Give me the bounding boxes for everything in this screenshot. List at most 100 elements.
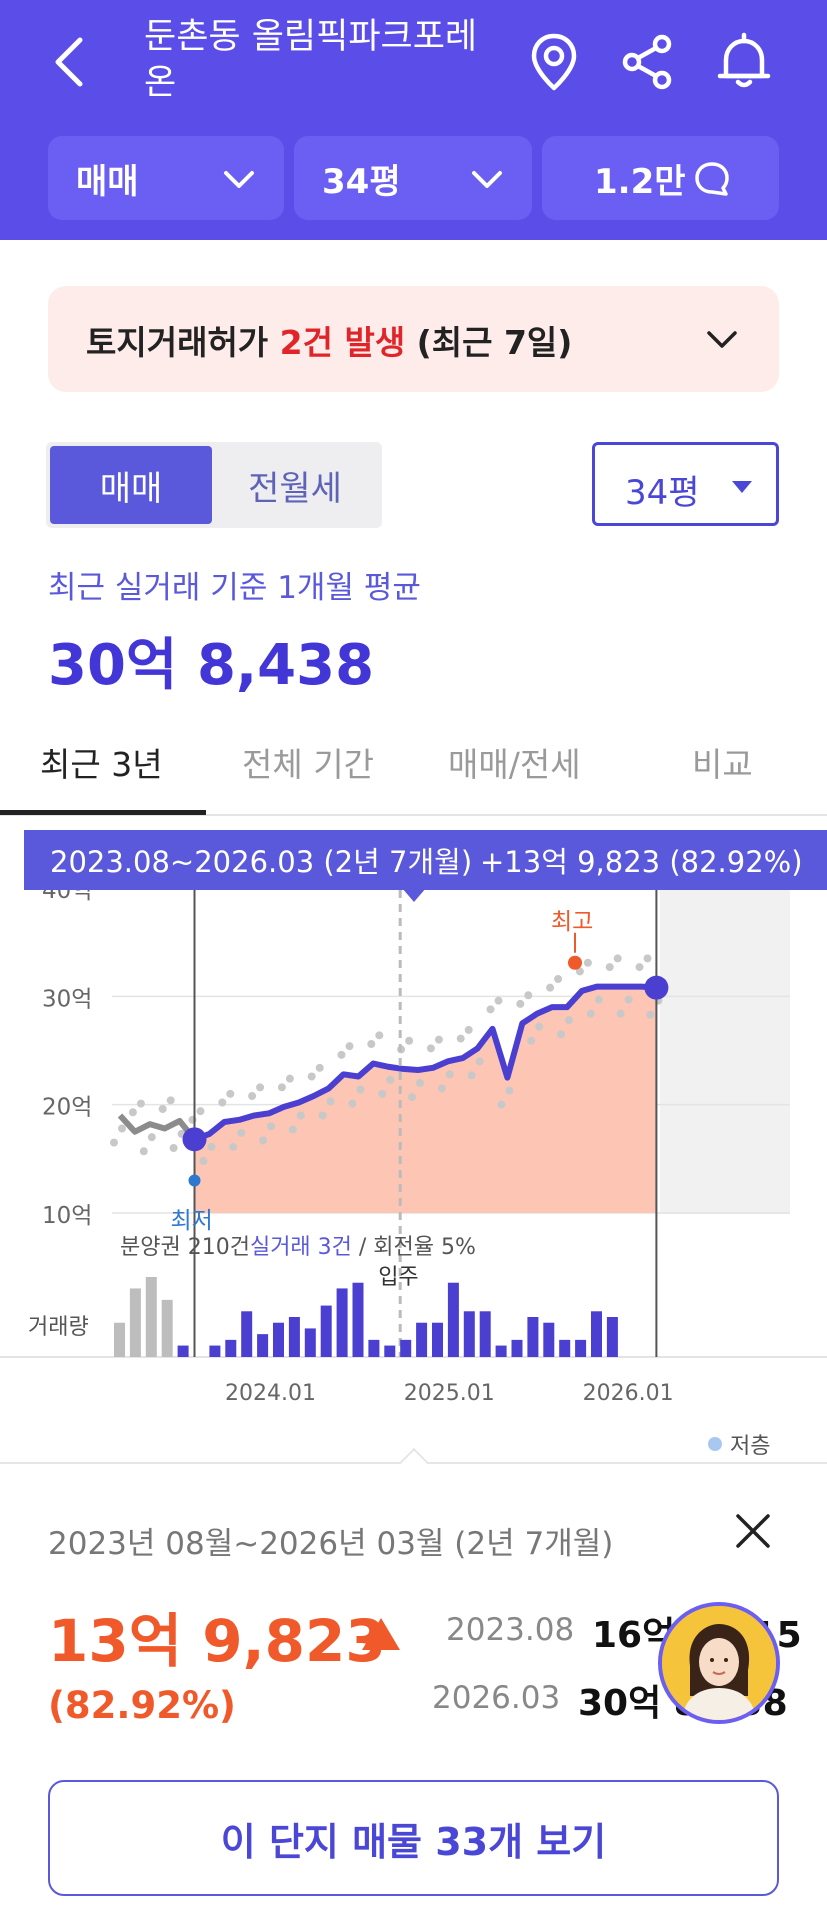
chart-legend: 저층	[708, 1428, 770, 1460]
tab-all-period[interactable]: 전체 기간	[242, 745, 374, 784]
volume-bar	[559, 1339, 571, 1357]
segment-sale[interactable]: 매매	[50, 446, 212, 524]
size-select-label: 34평	[625, 473, 700, 513]
tab-recent-3y[interactable]: 최근 3년	[40, 745, 163, 784]
trade-dot	[136, 1099, 145, 1108]
trade-dot	[348, 1099, 357, 1108]
bell-icon[interactable]	[712, 30, 776, 94]
low-label: 최저	[171, 1208, 213, 1234]
range-period: 2023.08~2026.03 (2년 7개월)	[50, 845, 473, 879]
trade-dot	[296, 1111, 305, 1120]
trade-dot	[218, 1098, 227, 1107]
app-header: 둔촌동 올림픽파크포레온 매매 34평 1.2만	[0, 0, 827, 240]
trade-dot	[199, 1157, 208, 1165]
change-area	[194, 986, 657, 1213]
assistant-avatar[interactable]	[658, 1602, 780, 1724]
legend-low-floor: 저층	[730, 1434, 771, 1459]
view-listings-button[interactable]: 이 단지 매물 33개 보기	[48, 1780, 779, 1896]
volume-bar	[352, 1282, 364, 1357]
trade-dot	[378, 1089, 387, 1098]
trade-dot	[128, 1108, 137, 1117]
trade-dot	[426, 1044, 435, 1053]
trade-dot	[594, 995, 603, 1004]
size-select[interactable]: 34평	[592, 442, 779, 526]
segment-rent[interactable]: 전월세	[248, 468, 342, 509]
volume-bar	[241, 1311, 253, 1357]
trade-dot	[229, 1142, 238, 1151]
trade-dot	[464, 1025, 473, 1034]
trade-dot	[516, 999, 525, 1008]
size-label: 34평	[322, 161, 401, 202]
price-line-range	[191, 983, 660, 1143]
comments-button[interactable]: 1.2만	[542, 136, 779, 220]
volume-bar	[432, 1322, 443, 1357]
trade-dot	[557, 1030, 565, 1039]
average-label: 최근 실거래 기준 1개월 평균	[48, 570, 421, 606]
low-floor-dot-icon	[708, 1437, 722, 1451]
panel-pointer	[399, 1447, 429, 1477]
trade-dot	[277, 1083, 286, 1092]
size-dropdown[interactable]: 34평	[294, 136, 532, 220]
volume-bar	[257, 1334, 269, 1357]
trade-dot	[386, 1075, 395, 1084]
volume-bar	[161, 1299, 173, 1357]
land-permit-alert[interactable]: 토지거래허가 2건 발생 (최근 7일)	[48, 286, 779, 392]
volume-bar	[209, 1345, 221, 1357]
volume-bar	[527, 1317, 539, 1357]
volume-bar	[273, 1322, 284, 1357]
trade-dot	[196, 1107, 205, 1116]
trade-dot	[456, 1034, 465, 1043]
volume-bar	[177, 1345, 189, 1357]
average-value: 30억 8,438	[48, 633, 375, 698]
trade-dot	[307, 1072, 316, 1081]
chevron-down-icon	[224, 171, 254, 188]
close-icon[interactable]	[728, 1506, 778, 1556]
trade-dot	[583, 958, 592, 967]
trade-dot	[434, 1035, 443, 1044]
trade-dot	[315, 1063, 324, 1072]
volume-bar	[447, 1282, 459, 1357]
banner-pointer	[402, 888, 426, 902]
trade-dot	[110, 1138, 118, 1147]
volume-bar	[575, 1339, 587, 1357]
trade-dot	[408, 1093, 416, 1102]
back-arrow-icon[interactable]	[44, 32, 104, 92]
location-pin-icon[interactable]	[522, 30, 586, 94]
trade-dot	[554, 975, 563, 983]
trade-dot	[575, 967, 584, 976]
trade-dot	[505, 1086, 514, 1095]
trade-type-dropdown[interactable]: 매매	[48, 136, 284, 220]
range-end-marker	[644, 975, 669, 1000]
trade-dot	[326, 1097, 335, 1106]
volume-bar	[336, 1288, 348, 1357]
tab-sale-jeonse[interactable]: 매매/전세	[448, 745, 581, 784]
trade-dot	[646, 1010, 655, 1019]
low-point-dot	[188, 1174, 201, 1187]
share-icon[interactable]	[616, 30, 680, 94]
tab-compare[interactable]: 비교	[692, 745, 753, 784]
volume-bar	[416, 1322, 428, 1357]
high-point-dot	[568, 955, 582, 970]
trade-dot	[437, 1084, 446, 1093]
volume-bar	[114, 1322, 125, 1357]
alert-text: 토지거래허가 2건 발생 (최근 7일)	[86, 323, 573, 362]
trade-segment: 매매 전월세	[46, 442, 382, 528]
trade-dot	[445, 1070, 454, 1079]
trade-dot	[605, 963, 614, 972]
x-tick-label: 2024.01	[225, 1381, 316, 1406]
trade-dot	[337, 1050, 346, 1059]
trade-dot	[118, 1124, 126, 1133]
trade-dot	[356, 1085, 365, 1094]
volume-bar	[320, 1305, 332, 1357]
trade-dot	[616, 1009, 625, 1018]
volume-bar	[145, 1277, 157, 1357]
trade-dot	[207, 1142, 216, 1151]
trade-dot	[635, 963, 644, 972]
change-value: 13억 9,823	[48, 1607, 386, 1675]
volume-bar	[384, 1345, 396, 1357]
trade-dot	[643, 954, 652, 963]
trade-dot	[345, 1042, 354, 1051]
trade-dot	[494, 996, 503, 1005]
trade-dot	[497, 1100, 506, 1109]
